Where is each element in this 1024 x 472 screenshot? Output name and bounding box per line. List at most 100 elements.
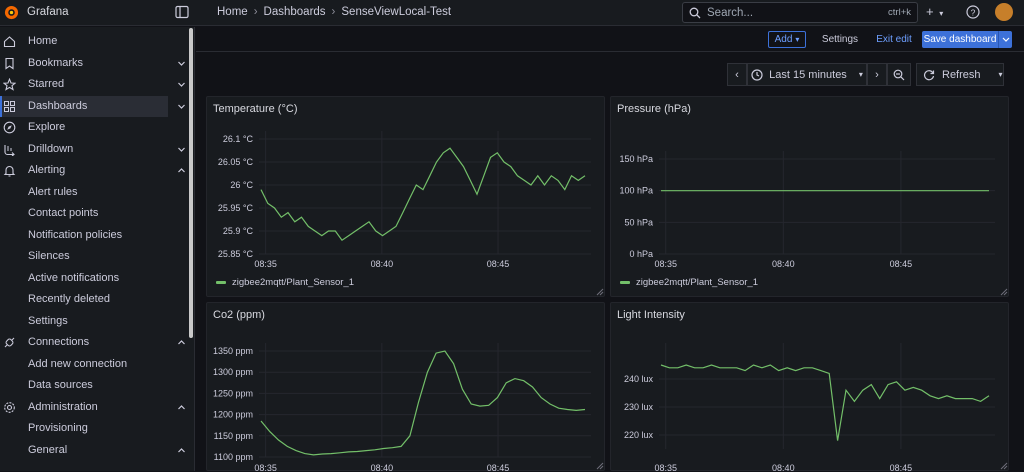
time-back-button[interactable]: ‹ bbox=[727, 63, 747, 86]
y-tick-label: 100 hPa bbox=[619, 186, 653, 196]
star-icon bbox=[3, 78, 16, 91]
sidebar-item-home[interactable]: Home bbox=[0, 31, 168, 52]
light-intensity-panel[interactable]: 220 lux 230 lux 240 lux 08:35 08:40 08:45 Lig… bbox=[610, 302, 1010, 472]
x-tick-label: 08:40 bbox=[772, 259, 795, 269]
y-tick-label: 1100 ppm bbox=[214, 452, 253, 462]
resize-handle-icon[interactable] bbox=[1000, 462, 1008, 470]
new-menu-button[interactable]: + ▾ bbox=[926, 4, 952, 22]
panel-title: Pressure (hPa) bbox=[617, 103, 691, 115]
sidebar-item-add-new-connection[interactable]: Add new connection bbox=[0, 354, 168, 375]
series-line[interactable] bbox=[260, 147, 586, 242]
sidebar-item-label: Starred bbox=[28, 78, 65, 90]
sidebar-nav: Home Bookmarks Starred Dashboards Explore Dri… bbox=[0, 27, 195, 471]
x-tick-label: 08:45 bbox=[487, 463, 510, 472]
sidebar-item-silences[interactable]: Silences bbox=[0, 246, 168, 267]
sidebar-item-bookmarks[interactable]: Bookmarks bbox=[0, 53, 168, 74]
chevron-down-icon[interactable] bbox=[177, 59, 186, 68]
chart-plot[interactable]: 25.85 °C 25.9 °C 25.95 °C 26 °C 26.05 °C 26.1… bbox=[207, 97, 606, 298]
apps-icon bbox=[4, 100, 15, 112]
sidebar-item-notification-policies[interactable]: Notification policies bbox=[0, 225, 168, 246]
sidebar-item-active-notifications[interactable]: Active notifications bbox=[0, 268, 168, 289]
chart-plot[interactable]: 0 hPa 50 hPa 100 hPa 150 hPa 08:35 08:40 08:45 bbox=[611, 97, 1010, 298]
chevron-down-icon[interactable] bbox=[177, 102, 186, 111]
sidebar-item-administration[interactable]: Administration bbox=[0, 397, 168, 418]
sidebar-item-data-sources[interactable]: Data sources bbox=[0, 375, 168, 396]
sidebar-item-label: Notification policies bbox=[28, 228, 123, 241]
sidebar-item-label: Home bbox=[28, 35, 58, 47]
y-tick-label: 230 lux bbox=[624, 402, 654, 412]
legend-item[interactable]: zigbee2mqtt/Plant_Sensor_1 bbox=[620, 277, 758, 288]
panel-title: Light Intensity bbox=[617, 309, 685, 321]
add-button-label: Add bbox=[774, 34, 793, 45]
breadcrumb-dashboards[interactable]: Dashboards bbox=[263, 6, 326, 18]
breadcrumb-home[interactable]: Home bbox=[217, 6, 248, 18]
sidebar-item-general[interactable]: General bbox=[0, 440, 168, 461]
co2-panel[interactable]: 1100 ppm 1150 ppm 1200 ppm 1250 ppm 1300 ppm… bbox=[206, 302, 606, 472]
sidebar-item-starred[interactable]: Starred bbox=[0, 74, 168, 95]
sidebar-item-recently-deleted[interactable]: Recently deleted bbox=[0, 289, 168, 310]
help-icon[interactable]: ? bbox=[966, 5, 980, 19]
sidebar-item-provisioning[interactable]: Provisioning bbox=[0, 418, 168, 439]
zoom-out-button[interactable] bbox=[887, 63, 911, 86]
refresh-button[interactable]: Refresh ▾ bbox=[916, 63, 1004, 86]
y-tick-label: 150 hPa bbox=[619, 154, 653, 164]
search-placeholder: Search... bbox=[707, 6, 754, 19]
resize-handle-icon[interactable] bbox=[596, 462, 604, 470]
y-tick-label: 25.9 °C bbox=[223, 226, 254, 236]
save-dashboard-button[interactable]: Save dashboard bbox=[922, 31, 998, 48]
y-tick-label: 1250 ppm bbox=[213, 388, 253, 398]
sidebar-item-label: Drilldown bbox=[28, 142, 74, 155]
user-avatar[interactable] bbox=[995, 3, 1013, 21]
dock-menu-icon[interactable] bbox=[175, 5, 189, 19]
exit-edit-button[interactable]: Exit edit bbox=[876, 34, 912, 45]
chevron-down-icon[interactable] bbox=[177, 80, 186, 89]
sidebar-item-label: General bbox=[28, 443, 68, 456]
sidebar-item-label: Settings bbox=[28, 314, 68, 327]
sidebar-item-connections[interactable]: Connections bbox=[0, 332, 168, 353]
sidebar-item-contact-points[interactable]: Contact points bbox=[0, 203, 168, 224]
pressure-panel[interactable]: 0 hPa 50 hPa 100 hPa 150 hPa 08:35 08:40 08:45… bbox=[610, 96, 1009, 297]
save-options-button[interactable] bbox=[998, 31, 1012, 48]
x-tick-label: 08:45 bbox=[487, 259, 510, 269]
resize-handle-icon[interactable] bbox=[596, 288, 604, 296]
panel-title: Temperature (°C) bbox=[213, 103, 298, 115]
add-button[interactable]: Add ▾ bbox=[768, 31, 806, 48]
sidebar-scrollbar[interactable] bbox=[189, 28, 193, 338]
top-bar: Grafana Home › Dashboards › SenseViewLoc… bbox=[0, 0, 1024, 26]
chart-plot[interactable]: 1100 ppm 1150 ppm 1200 ppm 1250 ppm 1300 ppm… bbox=[207, 303, 606, 472]
x-tick-label: 08:35 bbox=[654, 259, 677, 269]
sidebar-item-alert-rules[interactable]: Alert rules bbox=[0, 182, 168, 203]
settings-button[interactable]: Settings bbox=[821, 34, 859, 45]
sidebar-item-dashboards[interactable]: Dashboards bbox=[0, 95, 168, 117]
chevron-right-icon: › bbox=[875, 68, 879, 81]
chevron-down-icon[interactable] bbox=[177, 145, 186, 154]
sidebar-item-drilldown[interactable]: Drilldown bbox=[0, 139, 168, 160]
temperature-panel[interactable]: 25.85 °C 25.9 °C 25.95 °C 26 °C 26.05 °C 26.1… bbox=[206, 96, 605, 297]
sidebar-item-explore[interactable]: Explore bbox=[0, 117, 168, 138]
sidebar-item-alerting[interactable]: Alerting bbox=[0, 160, 168, 181]
legend-label: zigbee2mqtt/Plant_Sensor_1 bbox=[636, 277, 758, 288]
chevron-up-icon[interactable] bbox=[177, 166, 186, 175]
time-forward-button[interactable]: › bbox=[867, 63, 887, 86]
chevron-up-icon[interactable] bbox=[177, 403, 186, 412]
refresh-label: Refresh bbox=[942, 68, 981, 81]
chevron-up-icon[interactable] bbox=[177, 446, 186, 455]
sidebar-item-label: Explore bbox=[28, 121, 66, 133]
series-line[interactable] bbox=[260, 350, 586, 456]
search-input[interactable]: Search... ctrl+k bbox=[682, 2, 918, 23]
sidebar-item-label: Alerting bbox=[28, 164, 66, 176]
sidebar-item-label: Silences bbox=[28, 250, 70, 262]
y-tick-label: 50 hPa bbox=[624, 217, 653, 227]
series-line[interactable] bbox=[660, 364, 990, 441]
sidebar-item-label: Bookmarks bbox=[28, 56, 84, 69]
chart-plot[interactable]: 220 lux 230 lux 240 lux 08:35 08:40 08:45 bbox=[611, 303, 1010, 472]
sidebar-item-settings[interactable]: Settings bbox=[0, 311, 168, 332]
chevron-up-icon[interactable] bbox=[177, 338, 186, 347]
breadcrumb-separator-icon: › bbox=[253, 6, 258, 18]
grafana-logo[interactable] bbox=[4, 5, 19, 20]
sidebar-item-label: Dashboards bbox=[28, 99, 88, 112]
time-range-picker[interactable]: Last 15 minutes ▾ bbox=[747, 63, 867, 86]
resize-handle-icon[interactable] bbox=[1000, 288, 1008, 296]
chevron-down-icon: ▾ bbox=[858, 70, 863, 79]
legend-item[interactable]: zigbee2mqtt/Plant_Sensor_1 bbox=[216, 277, 354, 288]
